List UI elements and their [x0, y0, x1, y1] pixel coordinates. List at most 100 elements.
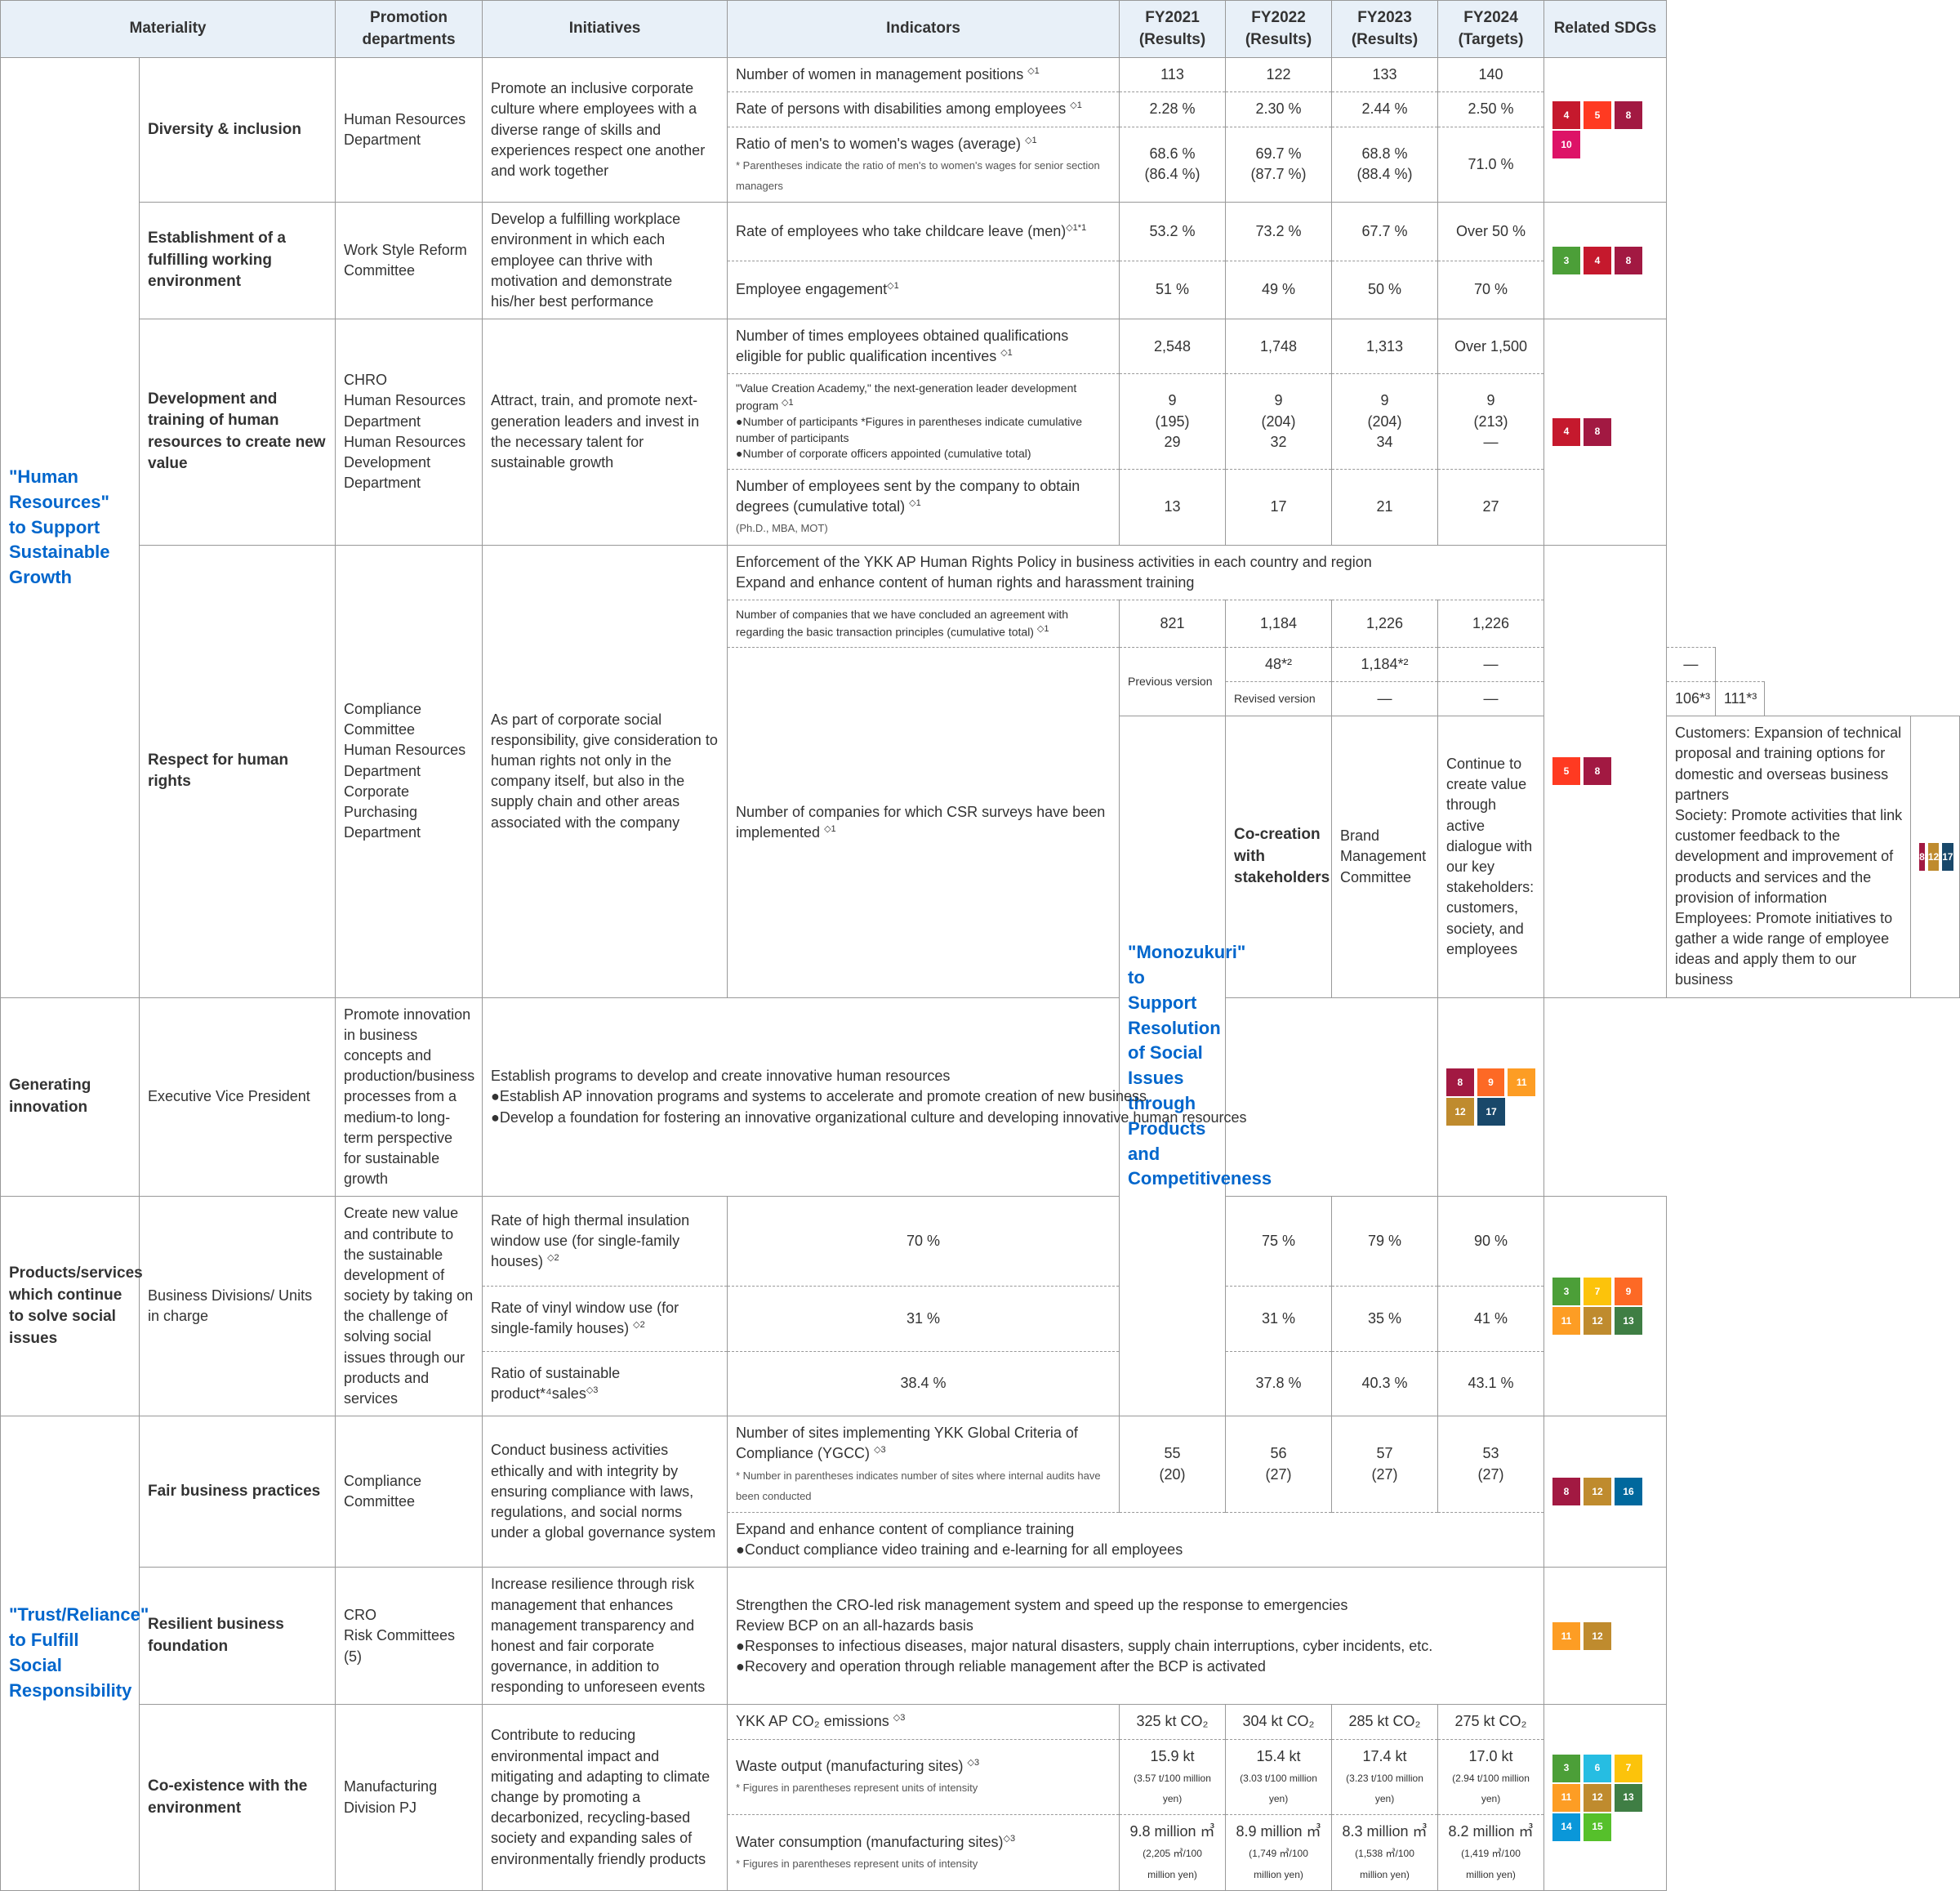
csr-rev-label: Revised version — [1226, 682, 1332, 716]
sdg-icon-8: 8 — [1615, 247, 1642, 274]
sdg-icon-8: 8 — [1584, 418, 1611, 446]
v: 70 % — [1438, 261, 1544, 319]
v: 38.4 % — [728, 1351, 1120, 1416]
v: 304 kt CO₂ — [1226, 1705, 1332, 1739]
sdg-icon-11: 11 — [1552, 1307, 1580, 1335]
ind-waste: Waste output (manufacturing sites) ◇3* F… — [728, 1739, 1120, 1815]
v: 9 (195) 29 — [1120, 374, 1226, 470]
mat-rights: Respect for human rights — [140, 545, 336, 997]
v: 31 % — [1226, 1286, 1332, 1351]
ind-thermal: Rate of high thermal insulation window u… — [483, 1197, 728, 1286]
v: 8.3 million ㎥(1,538 ㎥/100 million yen) — [1332, 1815, 1438, 1891]
ind-vinyl: Rate of vinyl window use (for single-fam… — [483, 1286, 728, 1351]
v: 53.2 % — [1120, 203, 1226, 261]
ind-ygcc: Number of sites implementing YKK Global … — [728, 1416, 1120, 1513]
v: 41 % — [1438, 1286, 1544, 1351]
sdg-icon-9: 9 — [1615, 1278, 1642, 1305]
v: 48*² — [1226, 647, 1332, 681]
sdg-icon-13: 13 — [1615, 1784, 1642, 1812]
mat-workenv: Establishment of a fulfilling working en… — [140, 203, 336, 319]
v: 31 % — [728, 1286, 1120, 1351]
dept-evp: Executive Vice President — [140, 997, 336, 1197]
v: 1,748 — [1226, 319, 1332, 374]
ind-vca: "Value Creation Academy," the next-gener… — [728, 374, 1120, 470]
sdg-icon-13: 13 — [1615, 1307, 1642, 1335]
sdg-icon-3: 3 — [1552, 1755, 1580, 1782]
v: 2,548 — [1120, 319, 1226, 374]
sdg-icon-16: 16 — [1615, 1478, 1642, 1505]
sdg-icon-8: 8 — [1584, 757, 1611, 785]
ind-co2: YKK AP CO₂ emissions ◇3 — [728, 1705, 1120, 1739]
ind-water: Water consumption (manufacturing sites)◇… — [728, 1815, 1120, 1891]
v: 285 kt CO₂ — [1332, 1705, 1438, 1739]
th-fy2024: FY2024 (Targets) — [1438, 1, 1544, 58]
sdg-icon-7: 7 — [1584, 1278, 1611, 1305]
mat-products: Products/services which continue to solv… — [1, 1197, 140, 1416]
v: — — [1438, 647, 1544, 681]
ind-women-mgmt: Number of women in management positions … — [728, 58, 1120, 92]
v: 70 % — [728, 1197, 1120, 1286]
sdg-icon-8: 8 — [1919, 843, 1925, 871]
v: 133 — [1332, 58, 1438, 92]
ind-resilient: Strengthen the CRO-led risk management s… — [728, 1568, 1544, 1705]
sdg-icon-8: 8 — [1615, 101, 1642, 129]
init-cocreation: Continue to create value through active … — [1438, 716, 1544, 997]
dept-biz: Business Divisions/ Units in charge — [140, 1197, 336, 1416]
sdg-icon-11: 11 — [1552, 1622, 1580, 1650]
v: 1,184*² — [1332, 647, 1438, 681]
v: 9 (204) 34 — [1332, 374, 1438, 470]
mat-resilient: Resilient business foundation — [140, 1568, 336, 1705]
ind-childcare: Rate of employees who take childcare lea… — [728, 203, 1120, 261]
mat-develop: Development and training of human resour… — [140, 319, 336, 546]
init-products: Create new value and contribute to the s… — [336, 1197, 483, 1416]
v: 75 % — [1226, 1197, 1332, 1286]
v: 53 (27) — [1438, 1416, 1544, 1513]
v: Over 50 % — [1438, 203, 1544, 261]
dept-chro: CHRO Human Resources Department Human Re… — [336, 319, 483, 546]
ind-degrees: Number of employees sent by the company … — [728, 470, 1120, 546]
sdg-icon-12: 12 — [1446, 1098, 1474, 1126]
v: 57 (27) — [1332, 1416, 1438, 1513]
header-row: Materiality Promotion departments Initia… — [1, 1, 1960, 58]
sdg-icon-3: 3 — [1552, 1278, 1580, 1305]
dept-hr: Human Resources Department — [336, 58, 483, 203]
v: 56 (27) — [1226, 1416, 1332, 1513]
sdg-icon-15: 15 — [1584, 1813, 1611, 1841]
v: 1,226 — [1332, 600, 1438, 648]
ind-compliance-training: Expand and enhance content of compliance… — [728, 1512, 1544, 1567]
v: 2.28 % — [1120, 92, 1226, 127]
init-workenv: Develop a fulfilling workplace environme… — [483, 203, 728, 319]
dept-workstyle: Work Style Reform Committee — [336, 203, 483, 319]
v: 140 — [1438, 58, 1544, 92]
ind-csr: Number of companies for which CSR survey… — [728, 647, 1120, 997]
dept-compliance-hr: Compliance Committee Human Resources Dep… — [336, 545, 483, 997]
sdgs-m4: 58 — [1544, 545, 1667, 997]
sdg-icon-9: 9 — [1477, 1068, 1505, 1096]
v: 9 (213) — — [1438, 374, 1544, 470]
materiality-table: Materiality Promotion departments Initia… — [0, 0, 1960, 1891]
v: 50 % — [1332, 261, 1438, 319]
v: 9.8 million ㎥(2,205 ㎥/100 million yen) — [1120, 1815, 1226, 1891]
v: 113 — [1120, 58, 1226, 92]
v: 1,313 — [1332, 319, 1438, 374]
v: 51 % — [1120, 261, 1226, 319]
csr-prev-label: Previous version — [1120, 647, 1226, 716]
init-resilient: Increase resilience through risk managem… — [483, 1568, 728, 1705]
v: 37.8 % — [1226, 1351, 1332, 1416]
ind-cocreation: Customers: Expansion of technical propos… — [1667, 716, 1911, 997]
sdgs-m3: 48 — [1544, 319, 1667, 546]
th-materiality: Materiality — [1, 1, 336, 58]
sdg-icon-12: 12 — [1928, 843, 1939, 871]
v: 68.6 % (86.4 %) — [1120, 127, 1226, 203]
v: 2.50 % — [1438, 92, 1544, 127]
v: 49 % — [1226, 261, 1332, 319]
dept-brand: Brand Management Committee — [1332, 716, 1438, 997]
v: 9 (204) 32 — [1226, 374, 1332, 470]
v: 67.7 % — [1332, 203, 1438, 261]
init-diversity: Promote an inclusive corporate culture w… — [483, 58, 728, 203]
v: 122 — [1226, 58, 1332, 92]
sdgs-m1: 45810 — [1544, 58, 1667, 203]
pillar-3: "Trust/Reliance" to Fulfill Social Respo… — [1, 1416, 140, 1891]
sdg-icon-8: 8 — [1446, 1068, 1474, 1096]
ind-rights-policy: Enforcement of the YKK AP Human Rights P… — [728, 545, 1544, 600]
